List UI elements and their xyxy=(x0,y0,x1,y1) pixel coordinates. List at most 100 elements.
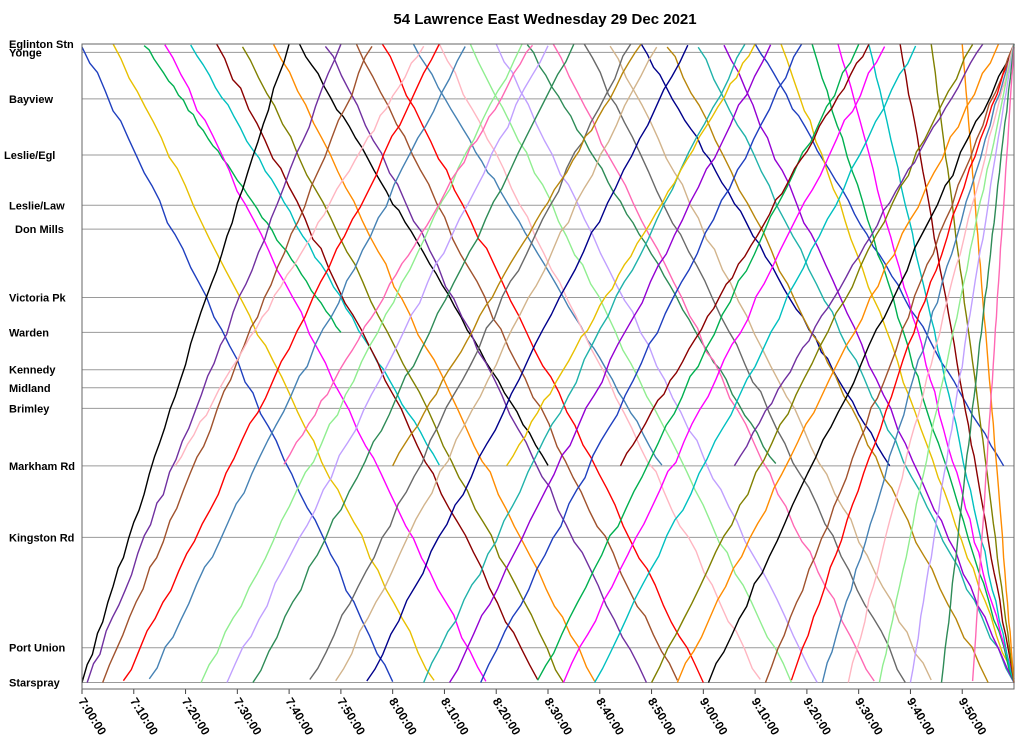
trip-line xyxy=(298,43,549,466)
trip-line xyxy=(102,46,373,683)
trip-line xyxy=(971,46,1015,682)
gridlines xyxy=(82,43,1014,684)
x-tick-label: 9:40:00 xyxy=(904,695,938,738)
trip-line xyxy=(930,43,1015,680)
trip-line xyxy=(423,44,746,683)
trip-line xyxy=(335,46,658,682)
trip-line xyxy=(252,43,575,683)
trip-line xyxy=(164,44,487,682)
trip-line xyxy=(723,44,1015,683)
stop-label: Leslie/Law xyxy=(9,200,65,212)
trip-line xyxy=(609,45,932,681)
trip-line xyxy=(940,44,1015,683)
stop-label: Kennedy xyxy=(9,365,56,377)
trip-line xyxy=(640,43,891,467)
trip-line xyxy=(811,43,1015,683)
stop-label: Markham Rd xyxy=(9,461,75,473)
trip-line xyxy=(381,43,704,683)
trip-line xyxy=(780,43,1015,681)
stop-label: Leslie/Egl xyxy=(4,150,55,162)
x-tick-label: 9:00:00 xyxy=(697,695,731,738)
plot-frame xyxy=(81,43,1015,690)
trip-line xyxy=(562,46,886,683)
trip-line xyxy=(506,43,756,467)
trip-line xyxy=(148,46,466,680)
x-tick-labels: 7:00:00 7:10:00 7:20:00 7:30:00 7:40:00 7:50:… xyxy=(75,689,990,738)
x-tick-label: 9:10:00 xyxy=(749,695,783,738)
trip-line xyxy=(81,46,394,682)
trip-line xyxy=(526,44,777,464)
x-tick-label: 8:30:00 xyxy=(541,695,575,738)
trip-line xyxy=(283,44,534,465)
trip-line xyxy=(200,43,523,683)
trip-line xyxy=(619,43,870,467)
trip-line xyxy=(122,43,440,682)
trip-line xyxy=(174,45,425,467)
trip-line xyxy=(412,43,663,466)
stop-label: Bayview xyxy=(9,94,53,106)
trip-line xyxy=(226,45,549,683)
x-tick-label: 9:20:00 xyxy=(800,695,834,738)
stop-label: Victoria Pk xyxy=(9,292,67,304)
trip-line xyxy=(241,46,565,683)
x-tick-label: 7:40:00 xyxy=(283,695,317,738)
trip-line xyxy=(495,43,818,683)
x-tick-label: 8:40:00 xyxy=(593,695,627,738)
trip-line xyxy=(86,43,342,683)
trip-line xyxy=(868,45,1015,682)
x-tick-label: 9:30:00 xyxy=(852,695,886,738)
trip-line xyxy=(552,43,875,682)
trip-line xyxy=(878,43,1015,683)
trip-line xyxy=(733,43,984,467)
x-tick-label: 8:00:00 xyxy=(386,695,420,738)
trip-line xyxy=(583,43,906,683)
trip-line xyxy=(676,43,1000,683)
trip-line xyxy=(480,43,803,683)
x-tick-label: 8:10:00 xyxy=(438,695,472,738)
trip-line xyxy=(309,43,632,680)
trip-line xyxy=(821,43,1015,683)
trip-line xyxy=(143,45,342,333)
trip-line xyxy=(697,46,1015,683)
x-tick-label: 9:50:00 xyxy=(956,695,990,738)
x-tick-label: 7:00:00 xyxy=(75,695,109,738)
trip-line xyxy=(707,47,1015,683)
stop-label: Midland xyxy=(9,383,51,395)
stop-label: Don Mills xyxy=(15,224,64,236)
trip-line xyxy=(593,45,917,683)
stop-label: Brimley xyxy=(9,403,50,415)
stop-label: Eglinton Stn xyxy=(9,39,74,51)
x-tick-label: 8:20:00 xyxy=(490,695,524,738)
chart-title: 54 Lawrence East Wednesday 29 Dec 2021 xyxy=(393,11,696,28)
x-tick-label: 8:50:00 xyxy=(645,695,679,738)
trip-lines xyxy=(81,43,1015,683)
x-tick-label: 7:30:00 xyxy=(231,695,265,738)
trip-line xyxy=(469,43,793,683)
trip-line xyxy=(909,43,1015,683)
stop-label: Kingston Rd xyxy=(9,532,74,544)
trip-line xyxy=(81,43,290,683)
trip-line xyxy=(449,44,772,683)
trip-line xyxy=(272,44,596,682)
trip-line xyxy=(764,43,1015,683)
x-tick-label: 7:10:00 xyxy=(127,695,161,738)
trip-line xyxy=(847,43,1015,683)
trip-line xyxy=(837,43,1015,683)
trip-line xyxy=(392,43,642,467)
stop-label: Starspray xyxy=(9,678,61,690)
x-tick-label: 7:20:00 xyxy=(179,695,213,738)
stop-label: Warden xyxy=(9,327,49,339)
trip-line xyxy=(355,43,679,681)
trip-line xyxy=(961,43,1015,683)
stop-label: Port Union xyxy=(9,643,65,655)
x-tick-label: 7:50:00 xyxy=(334,695,368,738)
trip-line xyxy=(366,44,689,682)
trip-line xyxy=(215,43,539,680)
trip-line xyxy=(536,44,860,681)
trip-line xyxy=(324,45,648,683)
trip-line xyxy=(754,43,1005,467)
trip-line xyxy=(650,44,974,683)
stop-label: Yonge xyxy=(9,47,42,59)
